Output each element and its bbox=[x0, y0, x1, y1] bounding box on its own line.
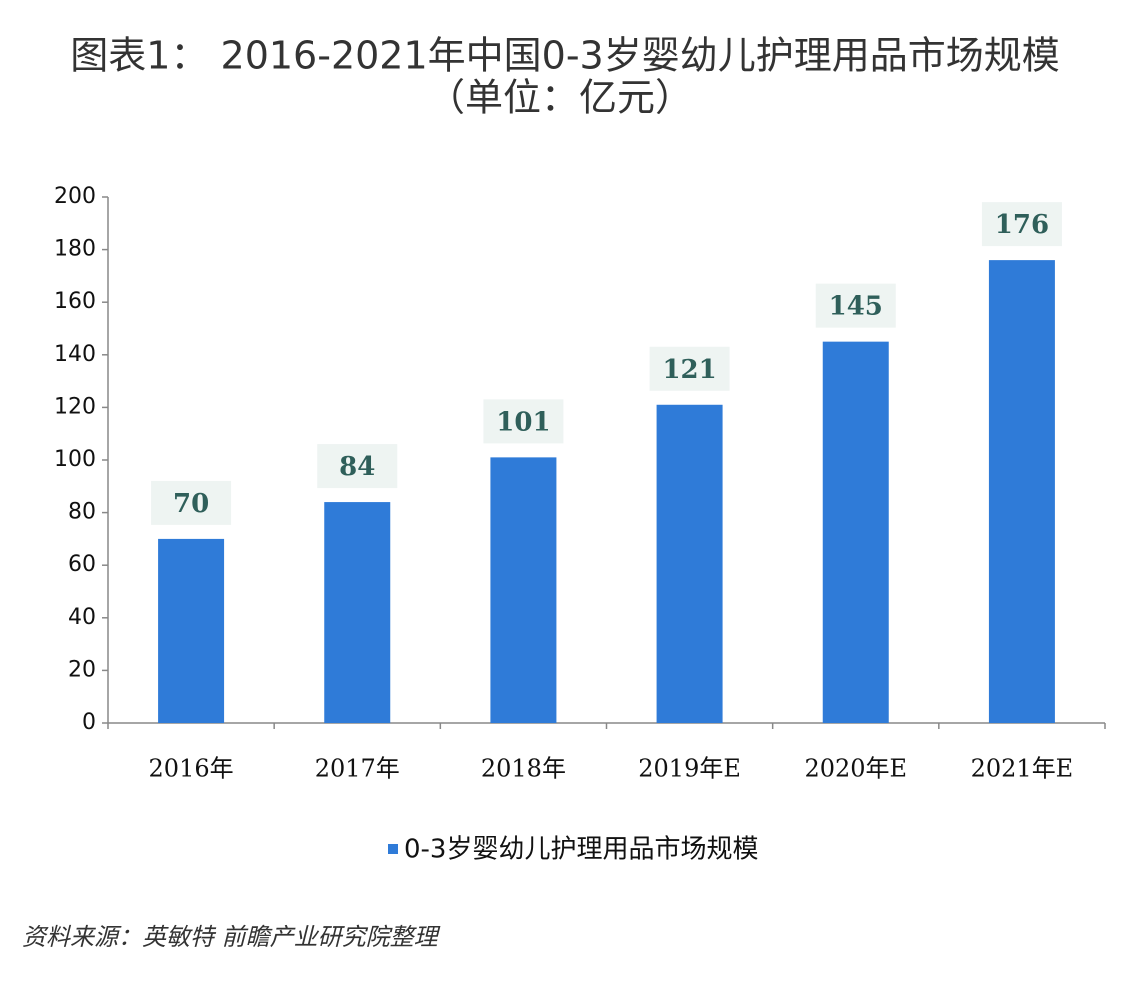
bar bbox=[490, 457, 557, 723]
y-tick-label: 100 bbox=[54, 447, 96, 472]
chart-title: 图表1： 2016-2021年中国0-3岁婴幼儿护理用品市场规模 bbox=[70, 34, 1059, 78]
value-label: 84 bbox=[339, 452, 375, 482]
x-tick-label: 2016年 bbox=[149, 755, 234, 783]
bar bbox=[656, 404, 723, 723]
bar bbox=[324, 502, 391, 723]
legend-swatch bbox=[388, 844, 398, 854]
bar bbox=[988, 260, 1055, 723]
value-label-bg bbox=[317, 444, 398, 489]
value-label-bg bbox=[815, 283, 896, 328]
x-tick-label: 2017年 bbox=[315, 755, 400, 783]
legend-label: 0-3岁婴幼儿护理用品市场规模 bbox=[404, 835, 758, 865]
value-label-bg bbox=[151, 480, 232, 525]
y-tick-label: 0 bbox=[82, 710, 96, 735]
value-label: 176 bbox=[995, 210, 1049, 240]
x-tick-label: 2019年E bbox=[638, 755, 741, 783]
y-tick-label: 40 bbox=[68, 605, 96, 630]
value-label-bg bbox=[649, 346, 730, 391]
y-tick-label: 20 bbox=[68, 657, 96, 682]
x-tick-label: 2018年 bbox=[481, 755, 566, 783]
bar bbox=[822, 341, 889, 723]
value-label: 145 bbox=[829, 292, 883, 322]
value-label: 121 bbox=[662, 355, 716, 385]
bar bbox=[158, 538, 225, 723]
chart-subtitle: （单位：亿元） bbox=[427, 76, 693, 120]
value-label: 70 bbox=[173, 489, 209, 519]
value-label-bg bbox=[981, 202, 1062, 247]
y-tick-label: 120 bbox=[54, 394, 96, 419]
y-tick-label: 80 bbox=[68, 500, 96, 525]
y-tick-label: 160 bbox=[54, 289, 96, 314]
source: 资料来源：英敏特 前瞻产业研究院整理 bbox=[22, 923, 441, 951]
y-tick-label: 200 bbox=[54, 184, 96, 209]
x-tick-label: 2021年E bbox=[971, 755, 1074, 783]
y-tick-label: 60 bbox=[68, 552, 96, 577]
y-tick-label: 180 bbox=[54, 237, 96, 262]
value-label: 101 bbox=[496, 407, 550, 437]
value-label-bg bbox=[483, 399, 564, 444]
x-tick-label: 2020年E bbox=[804, 755, 907, 783]
y-tick-label: 140 bbox=[54, 342, 96, 367]
